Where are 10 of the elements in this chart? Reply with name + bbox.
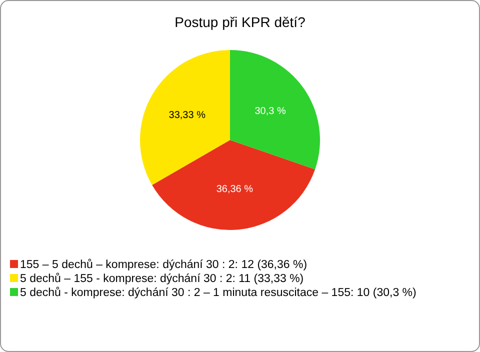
pie-slice [140, 50, 230, 185]
pie-slice [230, 50, 320, 170]
legend-label: 5 dechů – 155 - komprese: dýchání 30 : 2: 11 (33,33 %) [20, 272, 304, 285]
legend-label: 155 – 5 dechů – komprese: dýchání 30 : 2: 12 (36,36 %) [20, 258, 308, 271]
pie-slice [152, 140, 316, 230]
data-label: 33,33 % [168, 110, 206, 121]
data-label: 36,36 % [216, 184, 254, 195]
data-label: 30,3 % [254, 106, 286, 117]
legend-label: 5 dechů - komprese: dýchání 30 : 2 – 1 minuta resuscitace – 155: 10 (30,3 %) [20, 286, 417, 299]
chart-title: Postup při KPR dětí? [174, 14, 306, 30]
